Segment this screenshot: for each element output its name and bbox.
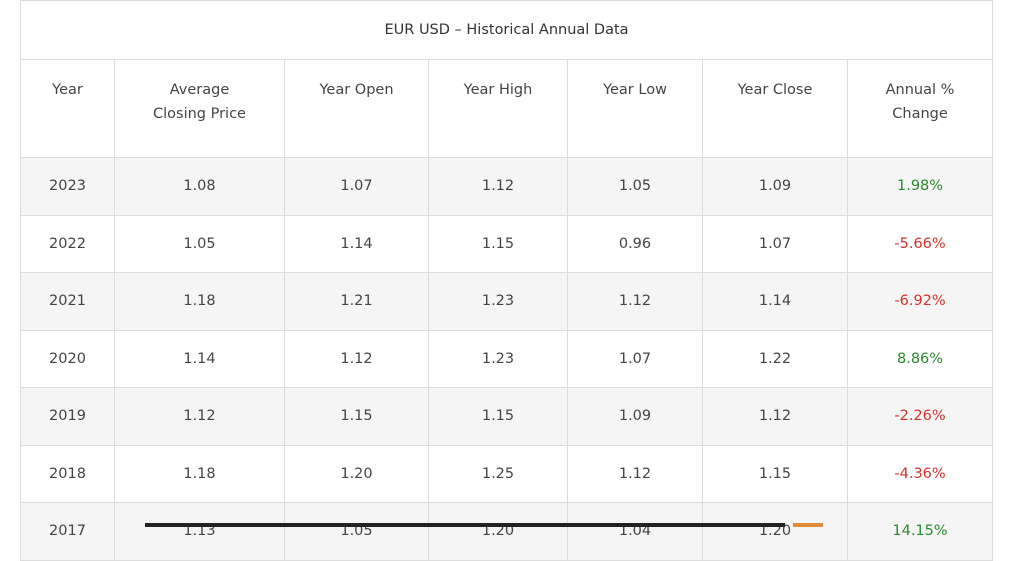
column-header: Year [20, 59, 115, 158]
table-body: 2023 1.08 1.07 1.12 1.05 1.09 1.98% 2022 1.05 1.1… [20, 157, 994, 561]
header-text: Annual % Change [885, 82, 955, 122]
value-cell: 1.18 [114, 444, 285, 503]
value-cell: 8.86% [846, 329, 994, 388]
value-cell: 1.21 [284, 272, 429, 331]
year-cell: 2019 [20, 387, 115, 446]
column-header: Year Open [284, 59, 429, 158]
value-cell: 1.23 [428, 272, 568, 331]
header-text: Year High [463, 82, 533, 98]
header-row: Year Average Closing Price Year Open Year H… [20, 59, 994, 158]
value-cell: 1.23 [428, 329, 568, 388]
scroll-bar [145, 523, 785, 527]
value-cell: 1.12 [567, 444, 703, 503]
value-cell: -4.36% [846, 444, 994, 503]
value-cell: 14.15% [846, 502, 994, 561]
year-cell: 2021 [20, 272, 115, 331]
table-row: 2018 1.18 1.20 1.25 1.12 1.15 -4.36% [20, 444, 994, 503]
year-cell: 2022 [20, 214, 115, 273]
header-text: Year Open [319, 82, 394, 98]
data-table: EUR USD – Historical Annual Data Year Ave… [19, 0, 994, 561]
value-cell: 1.05 [567, 157, 703, 216]
header-text: Year [52, 82, 83, 98]
column-header: Annual % Change [846, 59, 994, 158]
value-cell: -5.66% [846, 214, 994, 273]
value-cell: 1.25 [428, 444, 568, 503]
table-title: EUR USD – Historical Annual Data [19, 0, 994, 60]
value-cell: 1.04 [567, 502, 703, 561]
value-cell: 0.96 [567, 214, 703, 273]
value-cell: 1.09 [567, 387, 703, 446]
value-cell: 1.13 [114, 502, 285, 561]
year-cell: 2018 [20, 444, 115, 503]
value-cell: 1.12 [428, 157, 568, 216]
value-cell: 1.12 [284, 329, 429, 388]
value-cell: 1.12 [702, 387, 848, 446]
value-cell: 1.07 [702, 214, 848, 273]
column-header: Year Close [702, 59, 848, 158]
value-cell: 1.07 [284, 157, 429, 216]
value-cell: 1.15 [428, 387, 568, 446]
value-cell: 1.22 [702, 329, 848, 388]
column-header: Year Low [567, 59, 703, 158]
table-row: 2020 1.14 1.12 1.23 1.07 1.22 8.86% [20, 329, 994, 388]
value-cell: 1.07 [567, 329, 703, 388]
value-cell: 1.05 [114, 214, 285, 273]
year-cell: 2020 [20, 329, 115, 388]
value-cell: 1.12 [567, 272, 703, 331]
value-cell: 1.15 [284, 387, 429, 446]
table-row: 2023 1.08 1.07 1.12 1.05 1.09 1.98% [20, 157, 994, 216]
column-header: Year High [428, 59, 568, 158]
year-cell: 2023 [20, 157, 115, 216]
value-cell: 1.20 [428, 502, 568, 561]
year-cell: 2017 [20, 502, 115, 561]
header-text: Year Close [737, 82, 813, 98]
table-row: 2017 1.13 1.05 1.20 1.04 1.20 14.15% [20, 502, 994, 561]
value-cell: 1.14 [284, 214, 429, 273]
value-cell: 1.98% [846, 157, 994, 216]
table-row: 2022 1.05 1.14 1.15 0.96 1.07 -5.66% [20, 214, 994, 273]
value-cell: -6.92% [846, 272, 994, 331]
table-row: 2019 1.12 1.15 1.15 1.09 1.12 -2.26% [20, 387, 994, 446]
value-cell: 1.05 [284, 502, 429, 561]
column-header: Average Closing Price [114, 59, 285, 158]
value-cell: 1.12 [114, 387, 285, 446]
value-cell: 1.20 [702, 502, 848, 561]
value-cell: 1.15 [702, 444, 848, 503]
value-cell: 1.18 [114, 272, 285, 331]
value-cell: 1.09 [702, 157, 848, 216]
header-text: Year Low [603, 82, 667, 98]
value-cell: 1.15 [428, 214, 568, 273]
scroll-accent [793, 523, 823, 527]
title-row: EUR USD – Historical Annual Data [19, 0, 994, 60]
value-cell: -2.26% [846, 387, 994, 446]
header-text: Average Closing Price [153, 82, 246, 122]
table-head: EUR USD – Historical Annual Data Year Ave… [19, 0, 994, 158]
value-cell: 1.20 [284, 444, 429, 503]
value-cell: 1.14 [702, 272, 848, 331]
page: EUR USD – Historical Annual Data Year Ave… [19, 0, 994, 561]
table-row: 2021 1.18 1.21 1.23 1.12 1.14 -6.92% [20, 272, 994, 331]
value-cell: 1.08 [114, 157, 285, 216]
value-cell: 1.14 [114, 329, 285, 388]
